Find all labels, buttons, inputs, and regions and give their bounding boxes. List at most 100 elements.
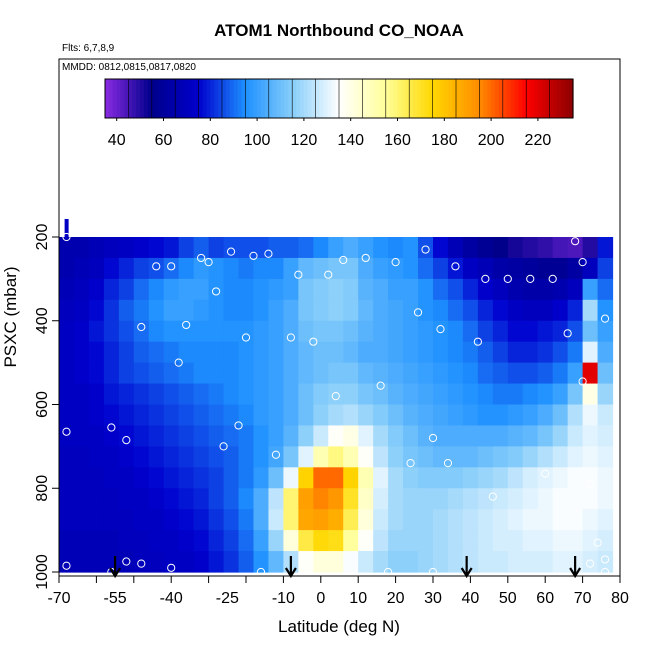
heatmap-cell [462, 488, 479, 510]
heatmap-cell [507, 446, 524, 468]
heatmap-cell [193, 299, 210, 322]
colorbar-swatch [530, 79, 535, 118]
x-tick-label: 80 [611, 590, 629, 607]
heatmap-cell [103, 404, 120, 427]
colorbar-swatch [522, 79, 527, 118]
heatmap-cell [238, 383, 255, 406]
heatmap-cell [373, 488, 389, 510]
heatmap-cell [552, 404, 569, 427]
heatmap-cell [597, 257, 614, 280]
heatmap-cell [537, 425, 554, 447]
colorbar-swatch [354, 79, 360, 118]
heatmap-cell [328, 404, 344, 427]
heatmap-cell [163, 341, 180, 364]
heatmap-cell [193, 530, 210, 552]
x-tick-label: -40 [160, 590, 183, 607]
heatmap-cell [582, 362, 599, 385]
heatmap-cell [253, 551, 270, 573]
heatmap-cell [298, 404, 314, 427]
heatmap-cell [418, 530, 434, 552]
heatmap-cell [552, 341, 569, 364]
heatmap-cell [148, 404, 165, 427]
heatmap-cell [567, 383, 584, 406]
heatmap-cell [59, 278, 75, 301]
heatmap-cell [238, 278, 255, 301]
heatmap-cell [567, 425, 584, 447]
heatmap-cell [343, 237, 359, 259]
heatmap-cell [223, 257, 240, 280]
colorbar-swatch [428, 79, 434, 118]
observation-point [174, 358, 183, 367]
x-tick-label: 60 [536, 590, 554, 607]
heatmap-cell [567, 320, 584, 343]
heatmap-cell [582, 257, 599, 280]
heatmap-cell [388, 299, 404, 322]
colorbar-swatch [510, 79, 516, 118]
heatmap-cell [418, 509, 434, 531]
heatmap-cell [597, 362, 614, 385]
colorbar-swatch [475, 79, 480, 118]
colorbar-swatch [264, 79, 270, 118]
heatmap-cell [118, 299, 135, 322]
heatmap-cell [298, 362, 314, 385]
heatmap-cell [223, 551, 240, 573]
heatmap-cell [477, 278, 494, 301]
heatmap-cell [283, 530, 299, 552]
observation-point [182, 320, 191, 330]
colorbar-swatch [202, 79, 207, 118]
heatmap-cell [59, 467, 75, 489]
heatmap-cell [403, 383, 419, 406]
heatmap-cell [373, 278, 389, 301]
heatmap-cell [208, 425, 225, 447]
heatmap-cell [597, 467, 614, 489]
colorbar-swatch [381, 79, 387, 118]
heatmap-cell [223, 341, 240, 364]
heatmap-cell [59, 509, 75, 531]
colorbar-tick-label: 160 [384, 132, 411, 149]
colorbar-swatch [370, 79, 375, 118]
observation-point [211, 287, 221, 296]
heatmap-cell [73, 237, 90, 259]
heatmap-cell [283, 237, 299, 259]
observation-point [204, 258, 213, 267]
heatmap-cell [552, 530, 569, 552]
heatmap-cell [582, 509, 599, 531]
observation-point [264, 249, 273, 258]
heatmap-cell [328, 299, 344, 322]
colorbar-swatch [502, 79, 508, 118]
heatmap-cell [567, 404, 584, 427]
observation-point [62, 427, 71, 436]
heatmap-cell [358, 467, 374, 489]
heatmap-cell [388, 446, 404, 468]
x-tick-label: -25 [216, 590, 239, 607]
heatmap-cell [59, 237, 75, 259]
heatmap-cell [522, 509, 539, 531]
heatmap-cell [163, 530, 180, 552]
heatmap-cell [492, 362, 509, 385]
heatmap-cell [163, 237, 180, 259]
colorbar-swatch [190, 79, 196, 118]
heatmap-cell [477, 404, 494, 427]
colorbar-border [104, 78, 574, 119]
heatmap-cell [567, 237, 584, 259]
heatmap-cell [283, 299, 299, 322]
x-tick-label: -10 [272, 590, 295, 607]
heatmap-cell [462, 341, 479, 364]
heatmap-cell [477, 551, 494, 573]
heatmap-cell [73, 425, 90, 447]
heatmap-cell [59, 320, 75, 343]
heatmap-cell [73, 278, 90, 301]
colorbar: 40 60 80 100 120 140 160 180 200 220 [104, 78, 574, 149]
colorbar-tick-label: 80 [201, 132, 219, 149]
heatmap-cell [343, 383, 359, 406]
heatmap-cell [567, 278, 584, 301]
heatmap-cell [148, 446, 165, 468]
heatmap-cell [462, 299, 479, 322]
colorbar-swatch [120, 79, 126, 118]
heatmap-cell [582, 237, 599, 259]
heatmap-cell [373, 362, 389, 385]
observation-point [578, 377, 587, 386]
colorbar-tick-label: 40 [108, 132, 126, 149]
heatmap-cell [253, 320, 270, 343]
